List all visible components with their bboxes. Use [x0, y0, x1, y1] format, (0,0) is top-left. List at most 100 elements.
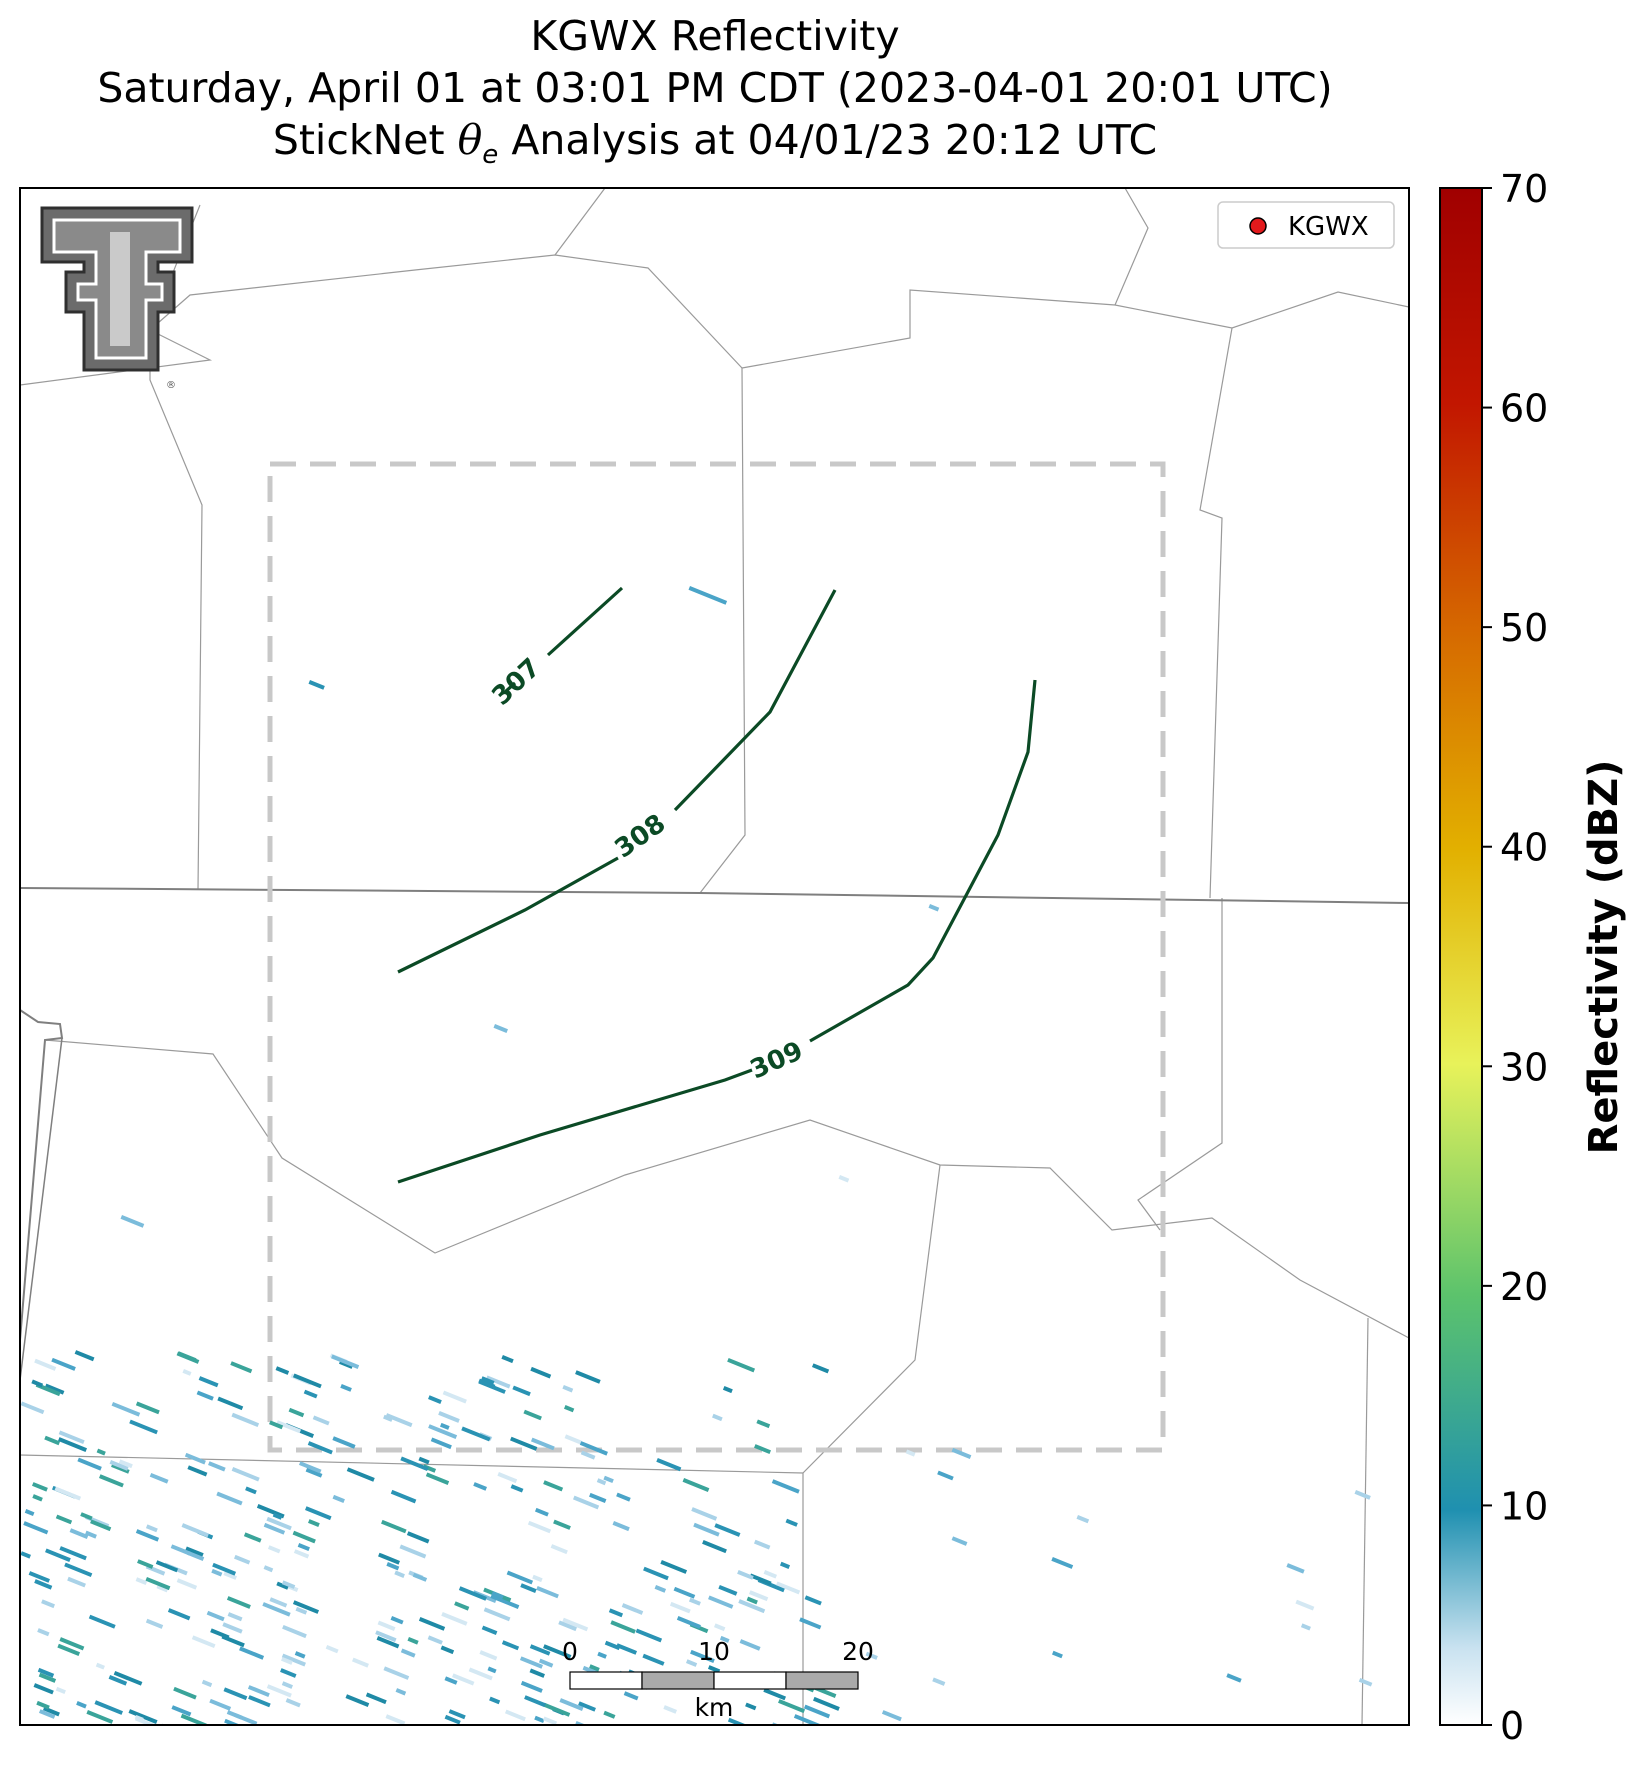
radar-echo [562, 1617, 589, 1632]
radar-echo [308, 1519, 320, 1527]
radar-echo [1286, 1563, 1305, 1574]
theta-e-contours [397, 586, 1037, 1184]
radar-echo [444, 1714, 461, 1725]
radar-echo [688, 1597, 701, 1606]
radar-echo [381, 1519, 407, 1534]
radar-echo [156, 1584, 169, 1593]
radar-echo [276, 1581, 289, 1590]
radar-echo [134, 1714, 144, 1722]
radar-echo [288, 1407, 305, 1418]
radar-echo [36, 1700, 50, 1710]
radar-echo [269, 1597, 288, 1608]
radar-echo [308, 680, 325, 690]
radar-echo [196, 1390, 214, 1401]
radar-echo [390, 1489, 417, 1504]
radar-echo [386, 1562, 400, 1571]
radar-echo [217, 1396, 244, 1411]
scale-label-20: 20 [842, 1637, 874, 1666]
radar-echo [298, 1461, 322, 1474]
texas-tech-logo: ® [40, 206, 194, 391]
radar-echo [564, 1434, 582, 1445]
radar-echo [538, 1658, 554, 1668]
radar-echo [529, 1668, 545, 1678]
radar-echo [524, 1695, 546, 1708]
radar-echo [275, 1366, 290, 1375]
radar-echo [745, 1702, 757, 1711]
radar-echo [719, 1635, 730, 1643]
radar-echo [365, 1692, 387, 1705]
radar-echo [332, 1494, 345, 1503]
colorbar-tick-label: 50 [1500, 606, 1548, 650]
radar-echo [28, 1571, 50, 1583]
theta-symbol: θ [457, 116, 483, 164]
radar-echo [31, 1379, 44, 1388]
radar-echo [67, 1576, 86, 1588]
radar-echo [269, 1420, 284, 1430]
radar-echo [937, 1470, 954, 1481]
radar-echo [559, 1698, 584, 1711]
radar-echo [529, 1644, 551, 1656]
radar-echo [390, 1616, 404, 1625]
radar-echo [1358, 1677, 1373, 1687]
radar-echo [739, 1639, 761, 1651]
radar-echo [135, 1529, 160, 1542]
radar-echo [376, 1636, 400, 1649]
radar-echo [427, 1635, 443, 1645]
radar-echo [682, 1478, 710, 1492]
radar-echo [181, 1523, 209, 1538]
radar-echo [722, 1385, 733, 1394]
colorbar-label: Reflectivity (dBZ) [1581, 760, 1627, 1155]
radar-echo [118, 1459, 133, 1469]
radar-echo [690, 1649, 715, 1663]
radar-echo [37, 1628, 50, 1637]
map-panel: 307 308 309 ® KGWX 0 10 20 km [20, 188, 1409, 1725]
radar-echo [748, 1590, 769, 1602]
radar-echo [96, 1448, 106, 1456]
radar-echo [580, 1450, 596, 1460]
radar-echo [660, 1560, 688, 1574]
radar-echo [307, 1441, 333, 1455]
radar-echo [452, 1673, 475, 1686]
radar-echo [702, 1540, 727, 1554]
radar-echo [59, 1546, 87, 1561]
radar-echo [185, 1546, 204, 1557]
radar-echo [226, 1596, 251, 1609]
radar-echo [23, 1521, 49, 1535]
radar-echo [448, 1709, 466, 1720]
radar-echo [32, 1494, 43, 1502]
radar-echo [461, 1426, 491, 1442]
colorbar-tick-label: 10 [1500, 1484, 1548, 1528]
radar-echo [231, 1412, 260, 1428]
radar-echo [57, 1643, 81, 1656]
radar-echo [55, 1514, 73, 1525]
radar-echo [137, 1559, 154, 1569]
radar-echo [905, 1449, 916, 1457]
radar-echo [737, 1569, 754, 1580]
radar-echo [282, 1624, 307, 1639]
radar-echo [41, 1599, 55, 1609]
radar-echo [44, 1435, 61, 1446]
title-analysis: StickNet θe Analysis at 04/01/23 20:12 U… [0, 114, 1430, 181]
radar-echo [712, 1413, 723, 1422]
radar-echo [534, 1715, 545, 1724]
radar-echo [479, 1650, 498, 1661]
radar-echo [272, 1512, 283, 1520]
radar-echo [383, 1414, 393, 1422]
radar-echo [608, 1608, 624, 1618]
radar-echo [77, 1457, 102, 1471]
radar-echo [523, 1409, 542, 1421]
radar-echo [399, 1544, 427, 1559]
radar-echo [553, 1519, 571, 1530]
radar-echo [171, 1705, 192, 1717]
radar-echo [778, 1699, 806, 1714]
radar-echo [534, 1507, 549, 1517]
radar-echo [394, 1570, 405, 1578]
radar-echo [753, 1539, 771, 1550]
radar-echo [187, 1550, 205, 1561]
radar-echo [573, 1495, 600, 1510]
theta-subscript: e [482, 140, 499, 171]
radar-echo [86, 1709, 114, 1724]
radar-echo [346, 1467, 375, 1482]
radar-echo [813, 1696, 840, 1711]
radar-echo [425, 1472, 450, 1485]
